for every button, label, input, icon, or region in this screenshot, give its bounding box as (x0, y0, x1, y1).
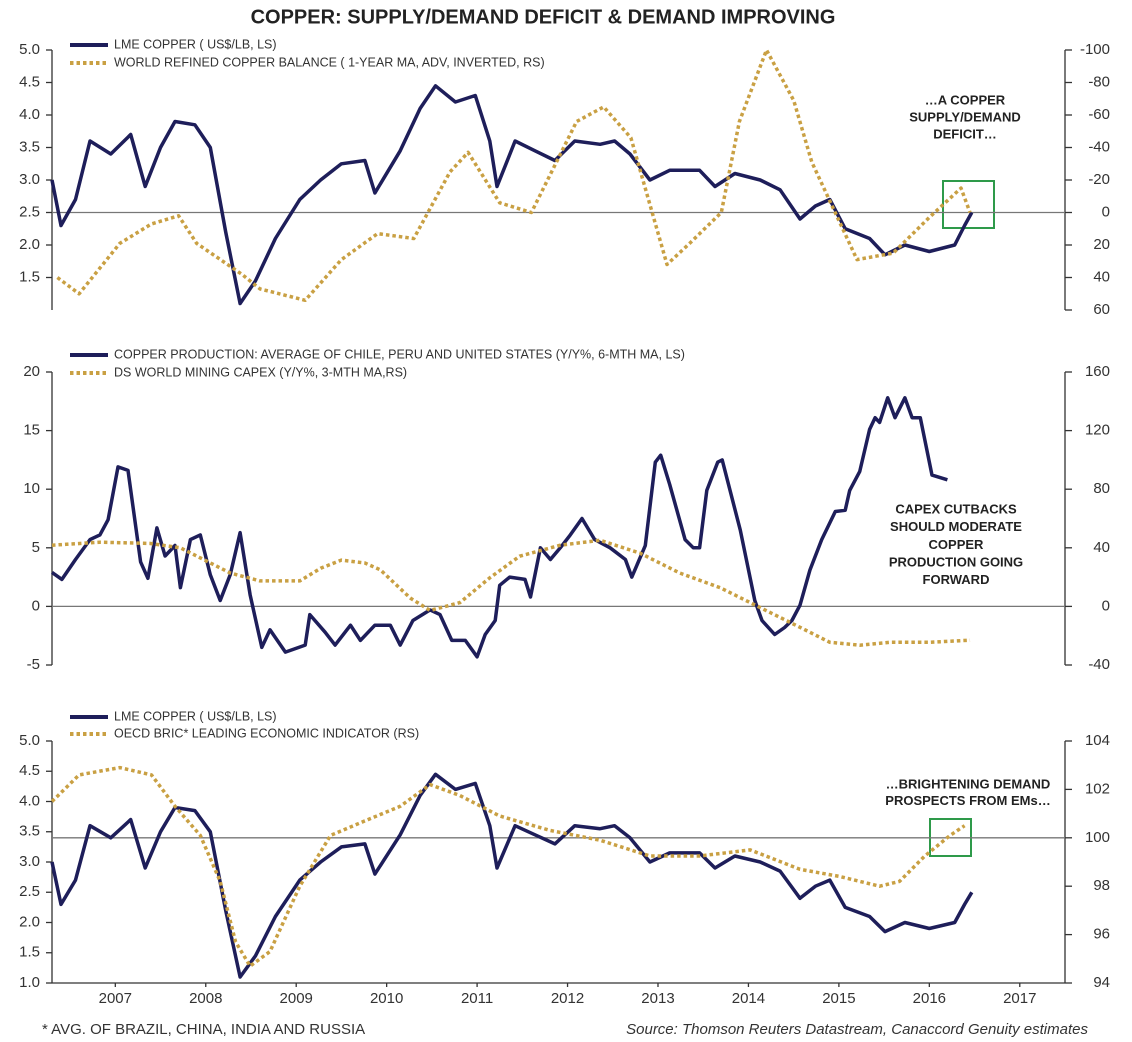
y2-tick-label: 100 (1085, 829, 1110, 846)
y-tick-label: 4.5 (19, 762, 40, 779)
y-tick-label: 4.0 (19, 792, 40, 809)
y2-tick-label: -40 (1088, 656, 1110, 673)
y-tick-label: 20 (23, 363, 40, 380)
annotation: …A COPPER (925, 92, 1006, 107)
y-tick-label: 5 (32, 539, 40, 556)
y-tick-label: 2.0 (19, 236, 40, 253)
y-tick-label: 3.0 (19, 853, 40, 870)
data-line (56, 48, 972, 303)
x-tick-label: 2014 (732, 990, 765, 1007)
annotation: COPPER (929, 537, 985, 552)
y2-tick-label: 160 (1085, 363, 1110, 380)
y-tick-label: -5 (27, 656, 40, 673)
legend-label: COPPER PRODUCTION: AVERAGE OF CHILE, PER… (114, 347, 685, 361)
y-tick-label: 2.5 (19, 203, 40, 220)
y-tick-label: 2.0 (19, 913, 40, 930)
y2-tick-label: 20 (1093, 236, 1110, 253)
x-tick-label: 2008 (189, 990, 222, 1007)
y-tick-label: 4.5 (19, 73, 40, 90)
source: Source: Thomson Reuters Datastream, Cana… (626, 1021, 1088, 1038)
y-tick-label: 5.0 (19, 41, 40, 58)
y2-tick-label: 40 (1093, 539, 1110, 556)
y2-tick-label: 94 (1093, 974, 1110, 991)
y2-tick-label: 80 (1093, 480, 1110, 497)
y-tick-label: 0 (32, 597, 40, 614)
y-tick-label: 15 (23, 422, 40, 439)
y2-tick-label: -40 (1088, 138, 1110, 155)
x-tick-label: 2012 (551, 990, 584, 1007)
x-tick-label: 2007 (99, 990, 132, 1007)
legend-label: LME COPPER ( US$/LB, LS) (114, 709, 277, 723)
y2-tick-label: -80 (1088, 73, 1110, 90)
annotation: DEFICIT… (933, 126, 997, 141)
annotation: FORWARD (923, 572, 990, 587)
annotation: SHOULD MODERATE (890, 519, 1022, 534)
data-line (50, 765, 966, 968)
legend-label: WORLD REFINED COPPER BALANCE ( 1-YEAR MA… (114, 55, 545, 69)
y2-tick-label: 0 (1102, 597, 1110, 614)
data-line (51, 538, 971, 647)
annotation: SUPPLY/DEMAND (909, 109, 1020, 124)
x-tick-label: 2013 (641, 990, 674, 1007)
y-tick-label: 2.5 (19, 883, 40, 900)
chart-title: COPPER: SUPPLY/DEMAND DEFICIT & DEMAND I… (251, 6, 836, 28)
annotation: CAPEX CUTBACKS (895, 501, 1017, 516)
x-tick-label: 2009 (280, 990, 313, 1007)
y2-tick-label: 40 (1093, 268, 1110, 285)
y-tick-label: 10 (23, 480, 40, 497)
y2-tick-label: 102 (1085, 780, 1110, 797)
annotation: PRODUCTION GOING (889, 555, 1023, 570)
y2-tick-label: -60 (1088, 106, 1110, 123)
y-tick-label: 1.0 (19, 974, 40, 991)
y2-tick-label: -20 (1088, 171, 1110, 188)
legend-label: LME COPPER ( US$/LB, LS) (114, 37, 277, 51)
y2-tick-label: 98 (1093, 877, 1110, 894)
annotation: …BRIGHTENING DEMAND (886, 776, 1051, 791)
legend-label: DS WORLD MINING CAPEX (Y/Y%, 3-MTH MA,RS… (114, 365, 407, 379)
legend-label: OECD BRIC* LEADING ECONOMIC INDICATOR (R… (114, 726, 419, 740)
x-tick-label: 2017 (1003, 990, 1036, 1007)
x-tick-label: 2010 (370, 990, 403, 1007)
y2-tick-label: -100 (1080, 41, 1110, 58)
annotation: PROSPECTS FROM EMs… (885, 793, 1050, 808)
y-tick-label: 4.0 (19, 106, 40, 123)
y-tick-label: 3.5 (19, 823, 40, 840)
y-tick-label: 1.5 (19, 944, 40, 961)
y-tick-label: 3.0 (19, 171, 40, 188)
y2-tick-label: 96 (1093, 926, 1110, 943)
x-tick-label: 2015 (822, 990, 855, 1007)
data-line (50, 396, 948, 659)
y-tick-label: 3.5 (19, 138, 40, 155)
data-line (50, 772, 974, 979)
data-line (50, 84, 974, 306)
y2-tick-label: 104 (1085, 732, 1110, 749)
y2-tick-label: 0 (1102, 203, 1110, 220)
x-tick-label: 2016 (913, 990, 946, 1007)
footnote: * AVG. OF BRAZIL, CHINA, INDIA AND RUSSI… (42, 1021, 365, 1038)
x-tick-label: 2011 (461, 990, 493, 1007)
y2-tick-label: 60 (1093, 301, 1110, 318)
y-tick-label: 1.5 (19, 268, 40, 285)
y2-tick-label: 120 (1085, 422, 1110, 439)
y-tick-label: 5.0 (19, 732, 40, 749)
